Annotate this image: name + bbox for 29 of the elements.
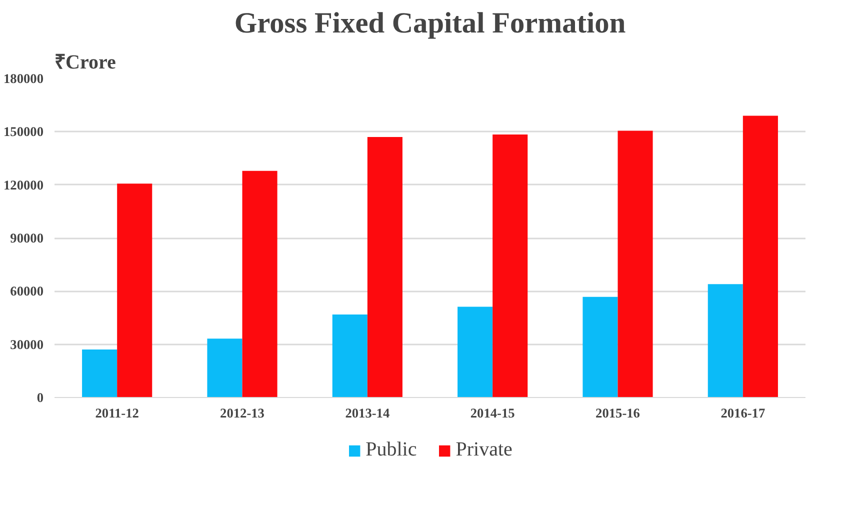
bar bbox=[207, 338, 242, 398]
x-tick-label: 2013-14 bbox=[345, 406, 390, 420]
legend-label: Private bbox=[456, 438, 512, 462]
bar bbox=[458, 306, 493, 398]
x-tick-label: 2014-15 bbox=[470, 406, 516, 420]
bar bbox=[618, 130, 653, 398]
x-tick-label: 2012-13 bbox=[220, 406, 265, 420]
y-tick-label: 120000 bbox=[4, 177, 44, 192]
y-axis-title: ₹Crore bbox=[54, 52, 116, 74]
legend-label: Public bbox=[366, 438, 417, 462]
bar bbox=[332, 314, 368, 398]
y-tick-label: 60000 bbox=[10, 284, 44, 299]
y-tick-label: 90000 bbox=[10, 230, 44, 246]
y-tick-label: 150000 bbox=[4, 124, 44, 140]
chart-title: Gross Fixed Capital Formation bbox=[234, 8, 626, 40]
bar bbox=[242, 170, 278, 398]
bar bbox=[582, 296, 618, 398]
y-tick-label: 180000 bbox=[4, 71, 44, 86]
y-tick-label: 30000 bbox=[10, 336, 44, 352]
bar bbox=[117, 184, 152, 398]
x-tick-label: 2011-12 bbox=[95, 406, 140, 420]
bar bbox=[742, 116, 778, 398]
bar bbox=[492, 134, 528, 398]
y-tick-label: 0 bbox=[36, 390, 44, 405]
x-tick-label: 2015-16 bbox=[596, 406, 640, 420]
bar bbox=[708, 284, 743, 398]
bar bbox=[82, 349, 118, 398]
x-tick-label: 2016-17 bbox=[720, 406, 766, 420]
bar bbox=[367, 136, 402, 398]
